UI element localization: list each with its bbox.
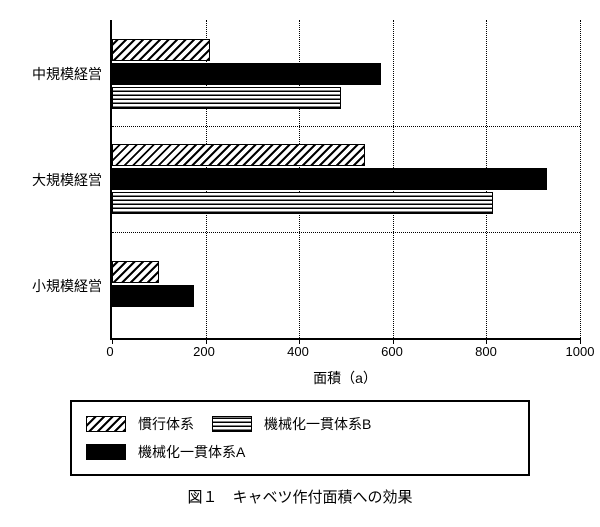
bar [112, 39, 210, 61]
x-axis: 02004006008001000 [110, 340, 580, 364]
x-tick-label: 200 [193, 344, 215, 359]
gridline-horizontal [112, 232, 580, 233]
y-axis: 中規模経営 大規模経営 小規模経営 [20, 20, 110, 340]
bar [112, 87, 341, 109]
bar [112, 168, 547, 190]
legend-label: 慣行体系 [138, 414, 194, 434]
x-axis-title: 面積（a） [110, 368, 580, 388]
legend-label: 機械化一貫体系B [264, 414, 371, 434]
bar [112, 285, 194, 307]
chart-area: 中規模経営 大規模経営 小規模経営 [20, 20, 580, 340]
legend-swatch-hstripe [212, 416, 252, 432]
legend-label: 機械化一貫体系A [138, 442, 245, 462]
x-tick-label: 800 [475, 344, 497, 359]
bar [112, 144, 365, 166]
legend-item: 機械化一貫体系A [86, 442, 245, 462]
figure-caption: 図１ キャベツ作付面積への効果 [20, 486, 580, 507]
y-category-label: 大規模経営 [32, 170, 102, 190]
y-category-label: 小規模経営 [32, 276, 102, 296]
bar [112, 261, 159, 283]
x-tick-label: 600 [381, 344, 403, 359]
x-tick-label: 0 [106, 344, 113, 359]
plot-area [110, 20, 580, 340]
legend-swatch-hatch [86, 416, 126, 432]
bar [112, 192, 493, 214]
legend-item: 慣行体系 [86, 414, 194, 434]
y-category-label: 中規模経営 [32, 64, 102, 84]
gridline-horizontal [112, 126, 580, 127]
x-tick-label: 400 [287, 344, 309, 359]
legend: 慣行体系 機械化一貫体系B 機械化一貫体系A [70, 400, 530, 476]
bar [112, 63, 381, 85]
legend-swatch-solid [86, 444, 126, 460]
gridline-vertical [580, 20, 581, 338]
chart-container: 中規模経営 大規模経営 小規模経営 02004006008001000 面積（a… [20, 20, 580, 507]
x-tick-label: 1000 [566, 344, 595, 359]
legend-item: 機械化一貫体系B [212, 414, 371, 434]
